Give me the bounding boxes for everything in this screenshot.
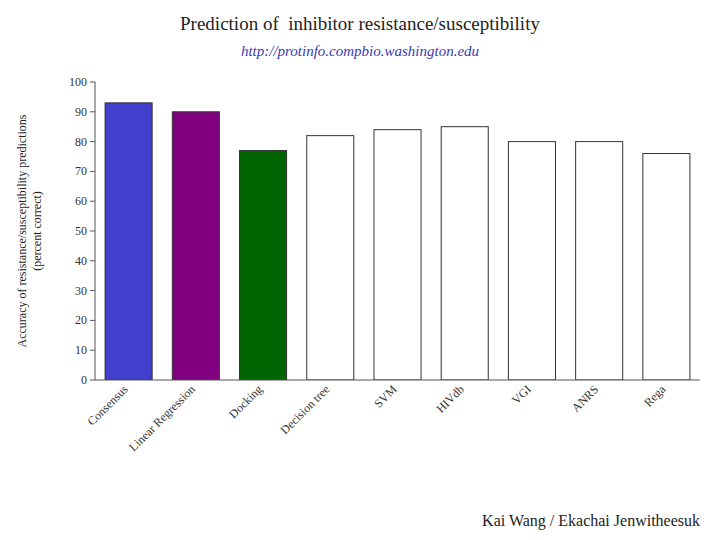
x-tick-label: HIVdb: [433, 382, 466, 415]
y-tick-label: 50: [75, 224, 87, 238]
y-tick: [90, 260, 95, 261]
y-axis-label-line: (percent correct): [30, 191, 44, 271]
y-tick-label: 40: [75, 254, 87, 268]
x-tick-label: Docking: [226, 382, 265, 421]
y-tick: [90, 380, 95, 381]
background: [0, 0, 720, 540]
bar: [307, 136, 354, 380]
y-tick: [90, 350, 95, 351]
y-tick-label: 80: [75, 135, 87, 149]
y-tick-label: 30: [75, 284, 87, 298]
y-tick: [90, 320, 95, 321]
y-tick-label: 60: [75, 194, 87, 208]
y-tick-label: 20: [75, 313, 87, 327]
subtitle: http://protinfo.compbio.washington.edu: [241, 43, 479, 59]
bar: [508, 142, 555, 380]
credit: Kai Wang / Ekachai Jenwitheesuk: [482, 512, 700, 530]
y-tick-label: 10: [75, 343, 87, 357]
bar: [172, 112, 219, 380]
bars: [105, 103, 690, 380]
title: Prediction of inhibitor resistance/susce…: [180, 13, 540, 34]
x-tick-label: ANRS: [569, 382, 602, 415]
bar: [643, 154, 690, 380]
y-tick: [90, 171, 95, 172]
x-tick-label: SVM: [371, 382, 400, 411]
bar: [240, 151, 287, 380]
y-tick: [90, 201, 95, 202]
bar: [441, 127, 488, 380]
x-tick-label: Linear Regression: [126, 382, 198, 454]
x-tick-label: VGI: [509, 382, 534, 407]
y-tick: [90, 82, 95, 83]
y-tick-label: 0: [81, 373, 87, 387]
y-tick: [90, 290, 95, 291]
x-tick-label: Decision tree: [277, 382, 332, 437]
y-axis-label-line: Accuracy of resistance/susceptibility pr…: [15, 114, 29, 347]
x-tick-label: Consensus: [85, 382, 131, 428]
y-axis-label: Accuracy of resistance/susceptibility pr…: [15, 114, 44, 347]
y-tick-label: 90: [75, 105, 87, 119]
y-tick-label: 70: [75, 164, 87, 178]
y-tick-label: 100: [69, 75, 87, 89]
bar: [374, 130, 421, 380]
y-tick: [90, 141, 95, 142]
bar: [576, 142, 623, 380]
chart: Prediction of inhibitor resistance/susce…: [0, 0, 720, 540]
y-tick: [90, 231, 95, 232]
x-axis: [95, 380, 700, 381]
bar: [105, 103, 152, 380]
y-tick: [90, 111, 95, 112]
x-tick-label: Rega: [641, 382, 669, 410]
